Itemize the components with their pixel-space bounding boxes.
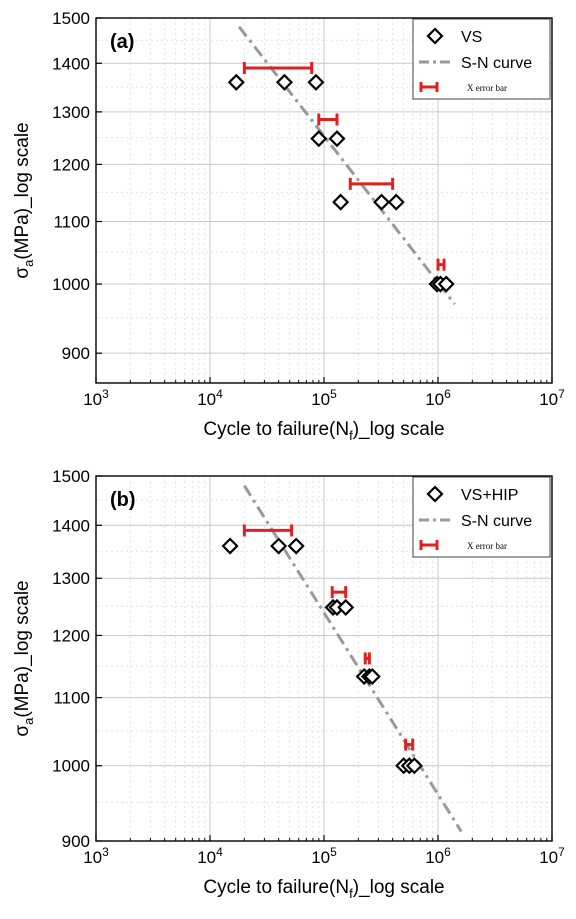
data-point-marker	[387, 193, 405, 211]
legend-label-series: VS	[461, 29, 482, 46]
data-point-marker	[275, 73, 294, 91]
legend-label-sn-curve: S-N curve	[461, 55, 532, 72]
panel-label: (a)	[110, 31, 134, 53]
x-tick-label: 105	[311, 387, 337, 409]
x-error-bar	[242, 61, 314, 74]
data-point-marker	[332, 193, 350, 211]
y-axis-title-main: σ	[12, 725, 33, 737]
legend: VS S-N curve X error bar	[412, 18, 551, 100]
x-tick-base: 10	[311, 390, 330, 409]
y-tick-label: 1300	[52, 569, 90, 588]
x-tick-label: 106	[425, 387, 451, 409]
y-tick-label: 1200	[52, 155, 90, 174]
data-point-marker	[337, 598, 355, 616]
data-point-marker	[310, 130, 328, 148]
x-axis-title: Cycle to failure(Nf)_log scale	[203, 419, 444, 443]
y-tick-label: 1100	[53, 689, 90, 708]
y-axis-title-suffix: (MPa)_log scale	[12, 122, 33, 259]
x-tick-exponent: 7	[558, 845, 565, 859]
x-tick-base: 10	[311, 848, 330, 867]
y-axis-title-subscript: a	[21, 717, 36, 725]
x-tick-exponent: 4	[216, 845, 223, 859]
data-point-marker	[363, 667, 381, 686]
legend-diamond-marker	[426, 27, 444, 45]
x-tick-label: 107	[539, 387, 565, 409]
x-tick-label: 107	[539, 845, 565, 867]
x-error-bar	[242, 524, 294, 537]
y-tick-label: 1200	[52, 626, 90, 645]
y-tick-label: 1500	[52, 9, 90, 28]
x-tick-base: 10	[83, 390, 102, 409]
y-axis-title: σa(MPa)_log scale	[12, 580, 36, 736]
data-point-marker	[227, 73, 245, 91]
y-tick-label: 1400	[52, 516, 90, 535]
x-tick-exponent: 3	[102, 845, 109, 859]
legend-label-series: VS+HIP	[461, 487, 518, 504]
x-error-bar	[436, 258, 446, 271]
x-tick-base: 10	[197, 848, 216, 867]
x-error-bar	[404, 738, 415, 751]
x-tick-exponent: 5	[330, 845, 337, 859]
x-error-bar	[330, 586, 348, 599]
x-tick-label: 105	[311, 845, 337, 867]
x-tick-label: 103	[83, 845, 109, 867]
x-tick-exponent: 4	[216, 387, 223, 401]
y-tick-label: 1100	[53, 213, 90, 232]
y-tick-label: 1000	[52, 757, 90, 776]
x-tick-label: 103	[83, 387, 109, 409]
x-axis-title-subscript: f	[349, 886, 353, 901]
x-axis-title-main: Cycle to failure(N	[203, 419, 349, 440]
y-axis-title-subscript: a	[21, 259, 36, 267]
data-point-marker	[221, 537, 239, 555]
data-point-marker	[287, 537, 305, 555]
x-tick-label: 106	[425, 845, 451, 867]
x-axis-title: Cycle to failure(Nf)_log scale	[203, 877, 444, 901]
x-tick-exponent: 7	[558, 387, 565, 401]
x-axis-title-subscript: f	[349, 428, 353, 443]
x-axis-title-main: Cycle to failure(N	[203, 877, 349, 898]
y-tick-label: 1500	[52, 467, 90, 486]
x-tick-base: 10	[539, 390, 558, 409]
x-tick-base: 10	[425, 390, 444, 409]
x-tick-base: 10	[83, 848, 102, 867]
data-point-marker	[270, 537, 288, 555]
x-error-bar	[363, 652, 371, 665]
x-error-bar	[348, 177, 395, 190]
y-axis-title: σa(MPa)_log scale	[12, 122, 36, 278]
x-tick-label: 104	[197, 387, 223, 409]
legend-label-error-bar: X error bar	[467, 83, 507, 93]
x-tick-base: 10	[197, 390, 216, 409]
x-tick-label: 104	[197, 845, 223, 867]
legend-label-sn-curve: S-N curve	[461, 513, 532, 530]
x-tick-exponent: 3	[102, 387, 109, 401]
y-tick-label: 1300	[52, 103, 90, 122]
x-tick-base: 10	[539, 848, 558, 867]
x-error-bar	[317, 113, 339, 126]
y-axis-title-suffix: (MPa)_log scale	[12, 580, 33, 717]
y-tick-label: 900	[62, 832, 90, 851]
x-axis-title-suffix: )_log scale	[353, 877, 445, 898]
y-tick-label: 900	[62, 344, 90, 363]
y-tick-label: 1400	[52, 54, 90, 73]
legend-diamond-marker	[426, 485, 444, 503]
x-tick-exponent: 5	[330, 387, 337, 401]
data-point-marker	[405, 757, 423, 775]
y-axis-title-main: σ	[12, 267, 33, 279]
legend-label-error-bar: X error bar	[467, 541, 507, 551]
panel-label: (b)	[110, 489, 136, 511]
chart-panel-1: 103 104 105 106 1079001000110012001300140015…	[12, 9, 565, 443]
x-tick-base: 10	[425, 848, 444, 867]
legend: VS+HIP S-N curve X error bar	[412, 476, 551, 558]
x-tick-exponent: 6	[444, 845, 451, 859]
data-point-marker	[328, 130, 346, 148]
y-tick-label: 1000	[52, 275, 90, 294]
chart-panel-2: 103 104 105 106 1079001000110012001300140015…	[12, 467, 565, 901]
sn-curve-line	[237, 25, 456, 305]
data-point-marker	[307, 73, 325, 91]
x-tick-exponent: 6	[444, 387, 451, 401]
data-point-marker	[373, 193, 391, 211]
data-point-marker	[437, 275, 455, 293]
x-axis-title-suffix: )_log scale	[353, 419, 445, 440]
